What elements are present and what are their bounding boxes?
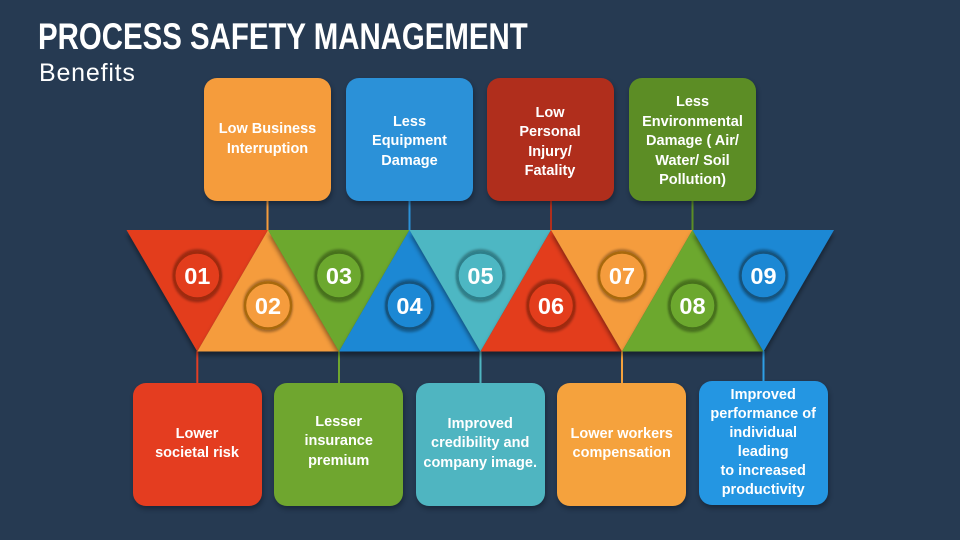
svg-text:09: 09 bbox=[750, 263, 776, 289]
svg-text:07: 07 bbox=[609, 263, 635, 289]
svg-text:03: 03 bbox=[326, 263, 352, 289]
svg-text:01: 01 bbox=[184, 263, 210, 289]
svg-text:06: 06 bbox=[538, 293, 564, 319]
svg-text:04: 04 bbox=[396, 293, 422, 319]
svg-text:08: 08 bbox=[679, 293, 705, 319]
svg-text:05: 05 bbox=[467, 263, 493, 289]
svg-text:02: 02 bbox=[255, 293, 281, 319]
